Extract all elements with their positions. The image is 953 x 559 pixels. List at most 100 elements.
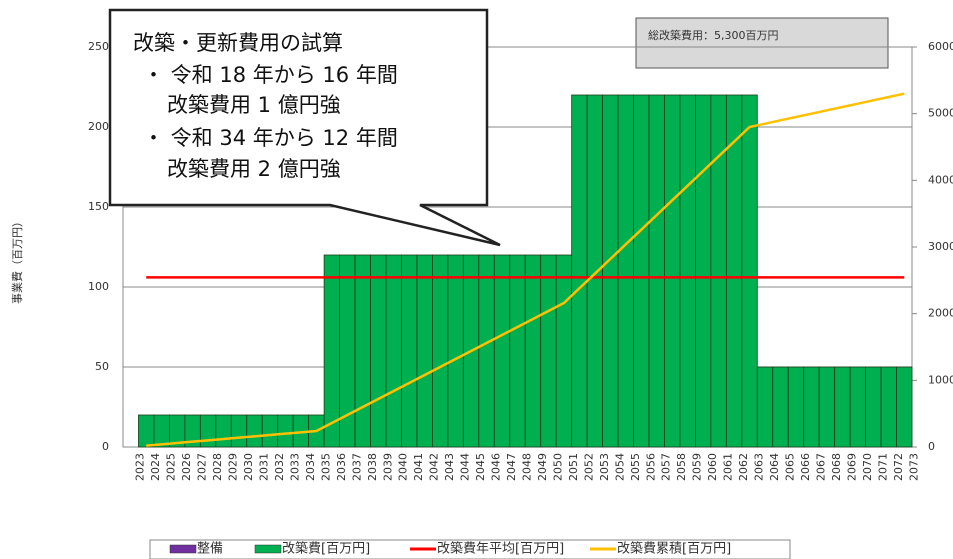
x-tick-label: 2028 — [211, 453, 224, 481]
bar — [416, 254, 433, 448]
bar — [679, 94, 696, 448]
x-tick-label: 2048 — [521, 453, 534, 481]
x-tick-label: 2047 — [505, 453, 518, 481]
legend-label: 整備 — [197, 541, 223, 557]
x-tick-label: 2036 — [335, 453, 348, 481]
x-tick-label: 2034 — [304, 453, 317, 481]
x-tick-label: 2058 — [675, 453, 688, 481]
legend-swatch — [254, 544, 282, 554]
x-tick-label: 2067 — [814, 453, 827, 481]
bar — [199, 414, 217, 448]
x-tick-label: 2063 — [753, 453, 766, 481]
bar — [478, 254, 495, 448]
bar — [787, 366, 805, 448]
bar — [277, 414, 294, 448]
callout-line: 改築費用 1 億円強 — [167, 93, 341, 117]
x-tick-label: 2040 — [397, 453, 410, 481]
bar — [261, 414, 279, 448]
bar — [230, 414, 248, 448]
x-tick-label: 2024 — [149, 453, 162, 481]
x-tick-label: 2026 — [180, 453, 193, 481]
x-tick-label: 2068 — [830, 453, 843, 481]
x-tick-label: 2046 — [490, 453, 503, 481]
y2-tick-label: 0 — [928, 440, 935, 453]
y-tick-label: 250 — [88, 40, 109, 53]
y2-tick-label: 6000 — [928, 40, 953, 53]
bar — [370, 254, 387, 448]
bar — [524, 254, 542, 448]
x-tick-label: 2031 — [258, 453, 271, 481]
bar — [803, 366, 820, 448]
callout: 改築・更新費用の試算 ・ 令和 18 年から 16 年間 改築費用 1 億円強 … — [108, 8, 501, 247]
y2-tick-label: 5000 — [928, 107, 953, 120]
x-tick-label: 2073 — [907, 453, 920, 481]
bar — [818, 366, 836, 448]
bar — [246, 414, 263, 448]
bar — [617, 94, 634, 448]
bar — [401, 254, 418, 448]
bar — [571, 94, 588, 448]
bar — [741, 94, 758, 448]
bar — [138, 414, 155, 448]
bar — [447, 254, 464, 448]
bar — [432, 254, 449, 448]
y2-tick-label: 1000 — [928, 373, 953, 386]
y-tick-label: 200 — [88, 120, 109, 133]
legend-label: 改築費累積[百万円] — [617, 542, 731, 557]
x-tick-label: 2032 — [273, 453, 286, 481]
x-tick-label: 2066 — [799, 453, 812, 481]
x-tick-label: 2061 — [722, 453, 735, 481]
callout-line: 改築・更新費用の試算 — [133, 31, 343, 55]
bar — [555, 254, 573, 448]
x-tick-label: 2043 — [443, 453, 456, 481]
callout-line: 改築費用 2 億円強 — [167, 157, 341, 181]
x-tick-label: 2069 — [845, 453, 858, 481]
bar — [586, 94, 603, 448]
x-tick-label: 2033 — [288, 453, 301, 481]
bar — [493, 254, 511, 448]
bar — [648, 94, 665, 448]
bar — [540, 254, 557, 448]
total-label: 総改築費用：5,300百万円 — [648, 28, 779, 42]
y-tick-label: 50 — [95, 360, 109, 373]
x-tick-label: 2023 — [134, 453, 147, 481]
bar — [509, 254, 526, 448]
legend-label: 改築費[百万円] — [282, 542, 370, 557]
x-tick-label: 2035 — [319, 453, 332, 481]
x-tick-label: 2056 — [644, 453, 657, 481]
x-tick-label: 2045 — [474, 453, 487, 481]
legend-swatch — [169, 544, 197, 554]
x-tick-label: 2050 — [551, 453, 564, 481]
x-tick-label: 2037 — [350, 453, 363, 481]
bar — [385, 254, 402, 448]
bar — [153, 414, 170, 448]
x-tick-label: 2049 — [536, 453, 549, 481]
bar — [215, 414, 232, 448]
y2-tick-label: 4000 — [928, 173, 953, 186]
x-tick-label: 2030 — [242, 453, 255, 481]
line — [146, 92, 905, 447]
x-tick-label: 2070 — [861, 453, 874, 481]
bar — [602, 94, 619, 448]
x-tick-label: 2029 — [227, 453, 240, 481]
x-tick-label: 2053 — [598, 453, 611, 481]
legend-box — [149, 539, 791, 559]
x-tick-label: 2055 — [629, 453, 642, 481]
x-tick-label: 2059 — [691, 453, 704, 481]
x-tick-label: 2060 — [706, 453, 719, 481]
x-tick-label: 2025 — [165, 453, 178, 481]
x-tick-label: 2052 — [582, 453, 595, 481]
bar — [849, 366, 866, 448]
bar — [756, 366, 774, 448]
x-tick-label: 2057 — [660, 453, 673, 481]
bar — [633, 94, 650, 448]
x-tick-label: 2054 — [613, 453, 626, 481]
y-axis-label: 事業費（百万円） — [10, 216, 24, 304]
x-tick-label: 2038 — [366, 453, 379, 481]
x-tick-label: 2071 — [876, 453, 889, 481]
x-tick-label: 2044 — [459, 453, 472, 481]
bar — [865, 366, 882, 448]
callout-line: ・ 令和 34 年から 12 年間 — [143, 126, 398, 150]
y2-tick-label: 3000 — [928, 240, 953, 253]
bar — [710, 94, 727, 448]
